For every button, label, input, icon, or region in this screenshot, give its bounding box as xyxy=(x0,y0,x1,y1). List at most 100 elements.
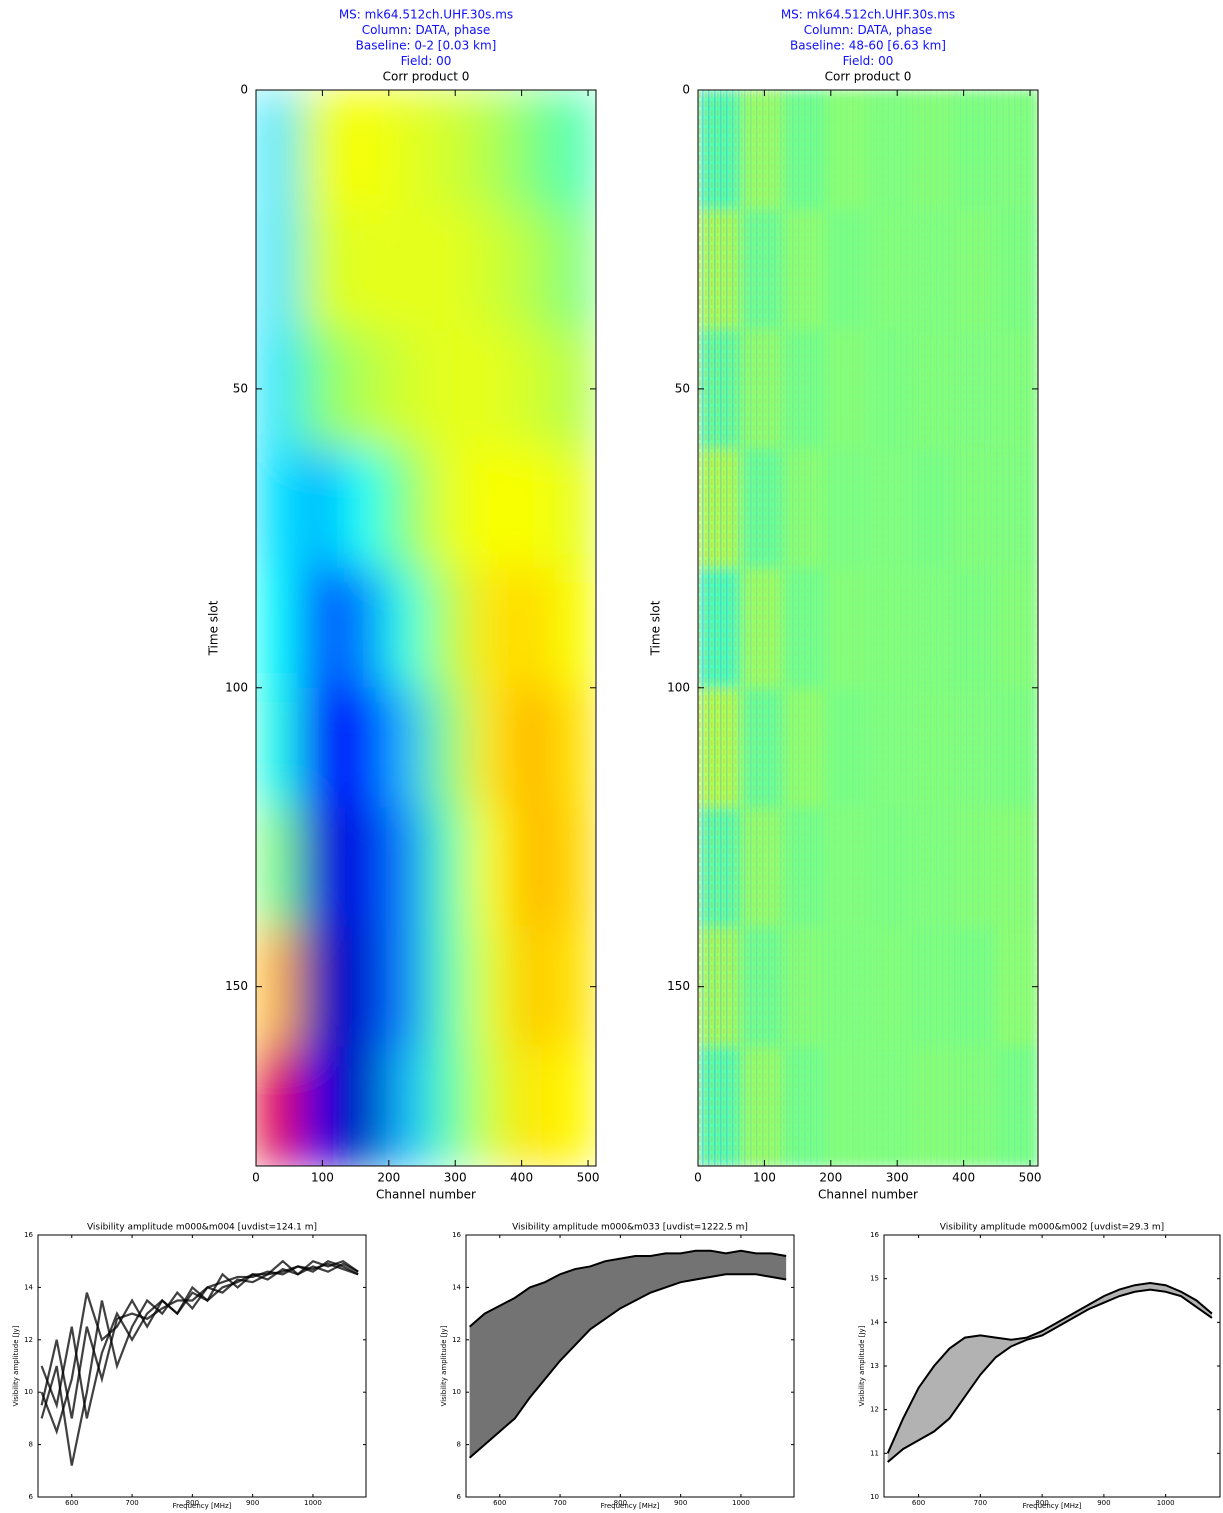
heatmap-cell xyxy=(299,807,343,928)
panel: 600700800900100010111213141516Visibility… xyxy=(858,1223,1220,1511)
heatmap-cell xyxy=(511,329,555,450)
y-tick-label: 100 xyxy=(667,680,690,694)
heatmap-cell xyxy=(511,210,555,331)
heatmap-cell xyxy=(554,688,598,809)
heatmap-cell xyxy=(511,568,555,689)
y-tick-label: 11 xyxy=(870,1449,879,1457)
heatmap-cell xyxy=(426,927,470,1048)
title-line: Column: DATA, phase xyxy=(804,23,933,37)
heatmap-cell xyxy=(341,568,385,689)
heatmap-cell xyxy=(341,927,385,1048)
heatmap-cell xyxy=(256,329,300,450)
x-tick-label: 300 xyxy=(886,1171,909,1185)
heatmap-cell xyxy=(299,1046,343,1167)
x-tick-label: 200 xyxy=(819,1171,842,1185)
title-line: Baseline: 48-60 [6.63 km] xyxy=(790,39,946,53)
heatmap-cell xyxy=(554,90,598,211)
title-line: Baseline: 0-2 [0.03 km] xyxy=(356,39,497,53)
subtitle: Corr product 0 xyxy=(383,70,470,84)
heatmap-cell xyxy=(426,688,470,809)
heatmap-cell xyxy=(384,449,428,570)
heatmap-cell xyxy=(299,568,343,689)
heatmap-cell xyxy=(256,568,300,689)
heatmap-cell xyxy=(426,210,470,331)
heatmap-cell xyxy=(341,210,385,331)
chart-title: Visibility amplitude m000&m004 [uvdist=1… xyxy=(87,1223,317,1233)
heatmap-cell xyxy=(384,568,428,689)
x-tick-label: 600 xyxy=(65,1499,78,1507)
y-tick-label: 10 xyxy=(452,1388,461,1396)
y-tick-label: 10 xyxy=(870,1493,879,1501)
heatmap-cell xyxy=(511,688,555,809)
heatmap-cell xyxy=(299,927,343,1048)
heatmap-cell xyxy=(384,90,428,211)
heatmap-cell xyxy=(469,807,513,928)
y-tick-label: 12 xyxy=(24,1336,33,1344)
x-tick-label: 500 xyxy=(1019,1171,1042,1185)
heatmap-cell xyxy=(384,329,428,450)
x-tick-label: 100 xyxy=(753,1171,776,1185)
title-line: MS: mk64.512ch.UHF.30s.ms xyxy=(339,8,513,22)
y-tick-label: 15 xyxy=(870,1275,879,1283)
series-line xyxy=(42,1264,359,1419)
x-tick-label: 100 xyxy=(311,1171,334,1185)
heatmap-cell xyxy=(299,449,343,570)
heatmap-cell xyxy=(256,210,300,331)
y-tick-label: 8 xyxy=(457,1441,461,1449)
x-tick-label: 700 xyxy=(125,1499,138,1507)
heatmap-cell xyxy=(554,568,598,689)
y-axis-label: Visibility amplitude [Jy] xyxy=(440,1325,448,1406)
x-axis-label: Frequency [MHz] xyxy=(601,1502,660,1510)
panel: 0100200300400500050100150MS: mk64.512ch.… xyxy=(649,8,1042,1202)
y-axis-label: Time slot xyxy=(649,600,663,656)
series-line xyxy=(42,1264,359,1419)
heatmap-cells xyxy=(256,90,597,1167)
heatmap-cell xyxy=(511,1046,555,1167)
heatmap-cell xyxy=(469,568,513,689)
range-area xyxy=(888,1283,1212,1462)
y-axis-label: Visibility amplitude [Jy] xyxy=(858,1325,866,1406)
heatmap-cell xyxy=(511,90,555,211)
x-tick-label: 0 xyxy=(694,1171,702,1185)
heatmap-cell xyxy=(426,449,470,570)
y-tick-label: 16 xyxy=(870,1231,879,1239)
x-tick-label: 700 xyxy=(553,1499,566,1507)
y-tick-label: 50 xyxy=(233,381,248,395)
heatmap-cell xyxy=(341,90,385,211)
heatmap-cell xyxy=(469,1046,513,1167)
x-tick-label: 900 xyxy=(674,1499,687,1507)
x-tick-label: 1000 xyxy=(732,1499,750,1507)
title-line: Field: 00 xyxy=(843,54,894,68)
x-tick-label: 300 xyxy=(444,1171,467,1185)
heatmap-cell xyxy=(299,210,343,331)
heatmap-cell xyxy=(256,1046,300,1167)
title-line: MS: mk64.512ch.UHF.30s.ms xyxy=(781,8,955,22)
heatmap-cell xyxy=(341,1046,385,1167)
heatmap-cell xyxy=(384,210,428,331)
y-tick-label: 0 xyxy=(682,83,690,97)
x-tick-label: 1000 xyxy=(304,1499,322,1507)
heatmap-cell xyxy=(511,449,555,570)
y-tick-label: 16 xyxy=(24,1231,33,1239)
heatmap-cell xyxy=(256,927,300,1048)
heatmap-cell xyxy=(554,449,598,570)
y-tick-label: 14 xyxy=(452,1283,461,1291)
heatmap-cell xyxy=(384,688,428,809)
figure: 0100200300400500050100150MS: mk64.512ch.… xyxy=(0,0,1223,1513)
y-tick-label: 50 xyxy=(675,381,690,395)
y-axis-label: Time slot xyxy=(207,600,221,656)
heatmap-cell xyxy=(554,807,598,928)
x-axis-label: Frequency [MHz] xyxy=(1023,1502,1082,1510)
heatmap-cell xyxy=(554,329,598,450)
heatmap-cell xyxy=(511,807,555,928)
x-axis-label: Channel number xyxy=(376,1188,476,1202)
heatmap-cell xyxy=(426,807,470,928)
y-tick-label: 14 xyxy=(870,1318,879,1326)
heatmap-cell xyxy=(256,688,300,809)
y-tick-label: 6 xyxy=(29,1493,34,1501)
title-line: Field: 00 xyxy=(401,54,452,68)
y-tick-label: 8 xyxy=(29,1441,33,1449)
y-tick-label: 6 xyxy=(457,1493,462,1501)
